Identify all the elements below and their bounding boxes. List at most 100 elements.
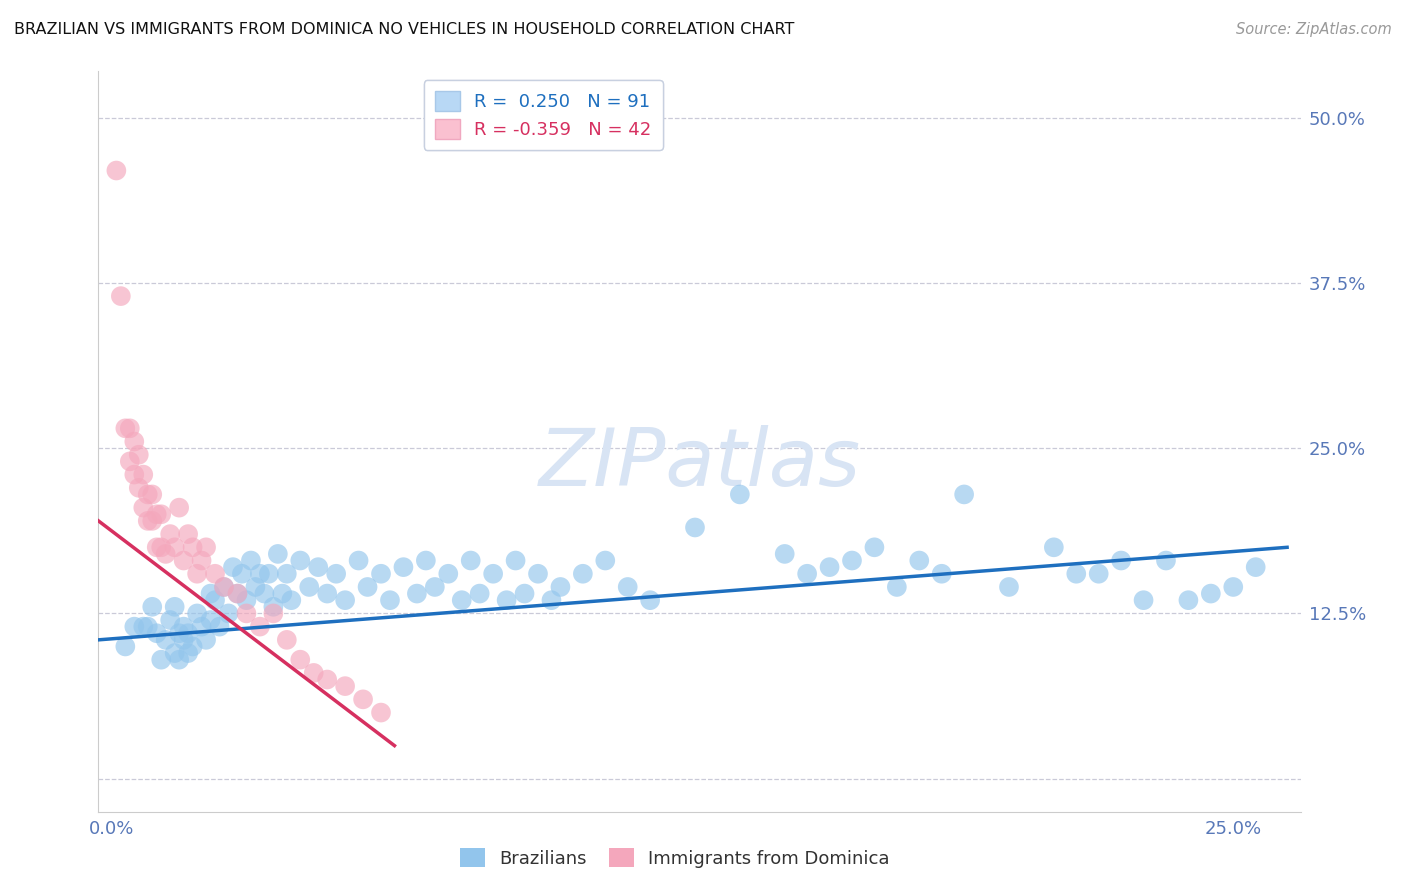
Point — [863, 541, 886, 555]
Point — [298, 580, 321, 594]
Point — [406, 586, 429, 600]
Point — [450, 593, 472, 607]
Point — [150, 508, 173, 522]
Point — [683, 520, 706, 534]
Point — [124, 434, 146, 449]
Point — [1087, 566, 1109, 581]
Point — [155, 632, 177, 647]
Point — [222, 560, 245, 574]
Point — [190, 553, 212, 567]
Point — [132, 467, 155, 482]
Point — [173, 632, 195, 647]
Point — [128, 448, 150, 462]
Point — [378, 593, 401, 607]
Point — [150, 653, 173, 667]
Point — [513, 586, 536, 600]
Point — [218, 607, 240, 621]
Legend: Brazilians, Immigrants from Dominica: Brazilians, Immigrants from Dominica — [449, 837, 901, 879]
Point — [1109, 553, 1132, 567]
Point — [181, 541, 204, 555]
Point — [540, 593, 562, 607]
Point — [1043, 541, 1066, 555]
Point — [302, 665, 325, 680]
Point — [505, 553, 527, 567]
Point — [392, 560, 415, 574]
Text: Source: ZipAtlas.com: Source: ZipAtlas.com — [1236, 22, 1392, 37]
Text: ZIPatlas: ZIPatlas — [538, 425, 860, 503]
Point — [141, 599, 163, 614]
Point — [163, 599, 186, 614]
Point — [1154, 553, 1177, 567]
Point — [796, 566, 818, 581]
Point — [280, 593, 302, 607]
Point — [423, 580, 446, 594]
Point — [105, 163, 128, 178]
Point — [212, 580, 235, 594]
Point — [316, 673, 339, 687]
Point — [212, 580, 235, 594]
Point — [155, 547, 177, 561]
Point — [186, 607, 208, 621]
Point — [415, 553, 437, 567]
Point — [316, 586, 339, 600]
Point — [245, 580, 267, 594]
Point — [572, 566, 595, 581]
Point — [177, 626, 200, 640]
Point — [271, 586, 294, 600]
Point — [276, 566, 298, 581]
Point — [595, 553, 617, 567]
Point — [253, 586, 276, 600]
Point — [773, 547, 796, 561]
Point — [195, 541, 218, 555]
Point — [177, 646, 200, 660]
Point — [145, 508, 167, 522]
Text: BRAZILIAN VS IMMIGRANTS FROM DOMINICA NO VEHICLES IN HOUSEHOLD CORRELATION CHART: BRAZILIAN VS IMMIGRANTS FROM DOMINICA NO… — [14, 22, 794, 37]
Point — [132, 500, 155, 515]
Point — [953, 487, 976, 501]
Point — [141, 487, 163, 501]
Point — [460, 553, 482, 567]
Point — [173, 553, 195, 567]
Point — [638, 593, 661, 607]
Point — [931, 566, 953, 581]
Point — [136, 487, 159, 501]
Point — [276, 632, 298, 647]
Point — [145, 541, 167, 555]
Point — [118, 421, 141, 435]
Point — [482, 566, 505, 581]
Point — [167, 626, 190, 640]
Point — [200, 613, 222, 627]
Point — [150, 541, 173, 555]
Point — [163, 541, 186, 555]
Point — [159, 527, 181, 541]
Point — [437, 566, 460, 581]
Point — [550, 580, 572, 594]
Point — [186, 566, 208, 581]
Point — [110, 289, 132, 303]
Point — [200, 586, 222, 600]
Point — [249, 619, 271, 633]
Point — [886, 580, 908, 594]
Point — [177, 527, 200, 541]
Point — [370, 566, 392, 581]
Point — [290, 653, 312, 667]
Point — [290, 553, 312, 567]
Point — [167, 500, 190, 515]
Point — [468, 586, 491, 600]
Point — [352, 692, 374, 706]
Legend: R =  0.250   N = 91, R = -0.359   N = 42: R = 0.250 N = 91, R = -0.359 N = 42 — [423, 80, 662, 150]
Point — [167, 653, 190, 667]
Point — [998, 580, 1021, 594]
Point — [1199, 586, 1222, 600]
Point — [124, 619, 146, 633]
Point — [262, 599, 284, 614]
Point — [257, 566, 280, 581]
Point — [136, 514, 159, 528]
Point — [333, 593, 356, 607]
Point — [1064, 566, 1087, 581]
Point — [208, 619, 231, 633]
Point — [1244, 560, 1267, 574]
Point — [141, 514, 163, 528]
Point — [181, 640, 204, 654]
Point — [204, 566, 226, 581]
